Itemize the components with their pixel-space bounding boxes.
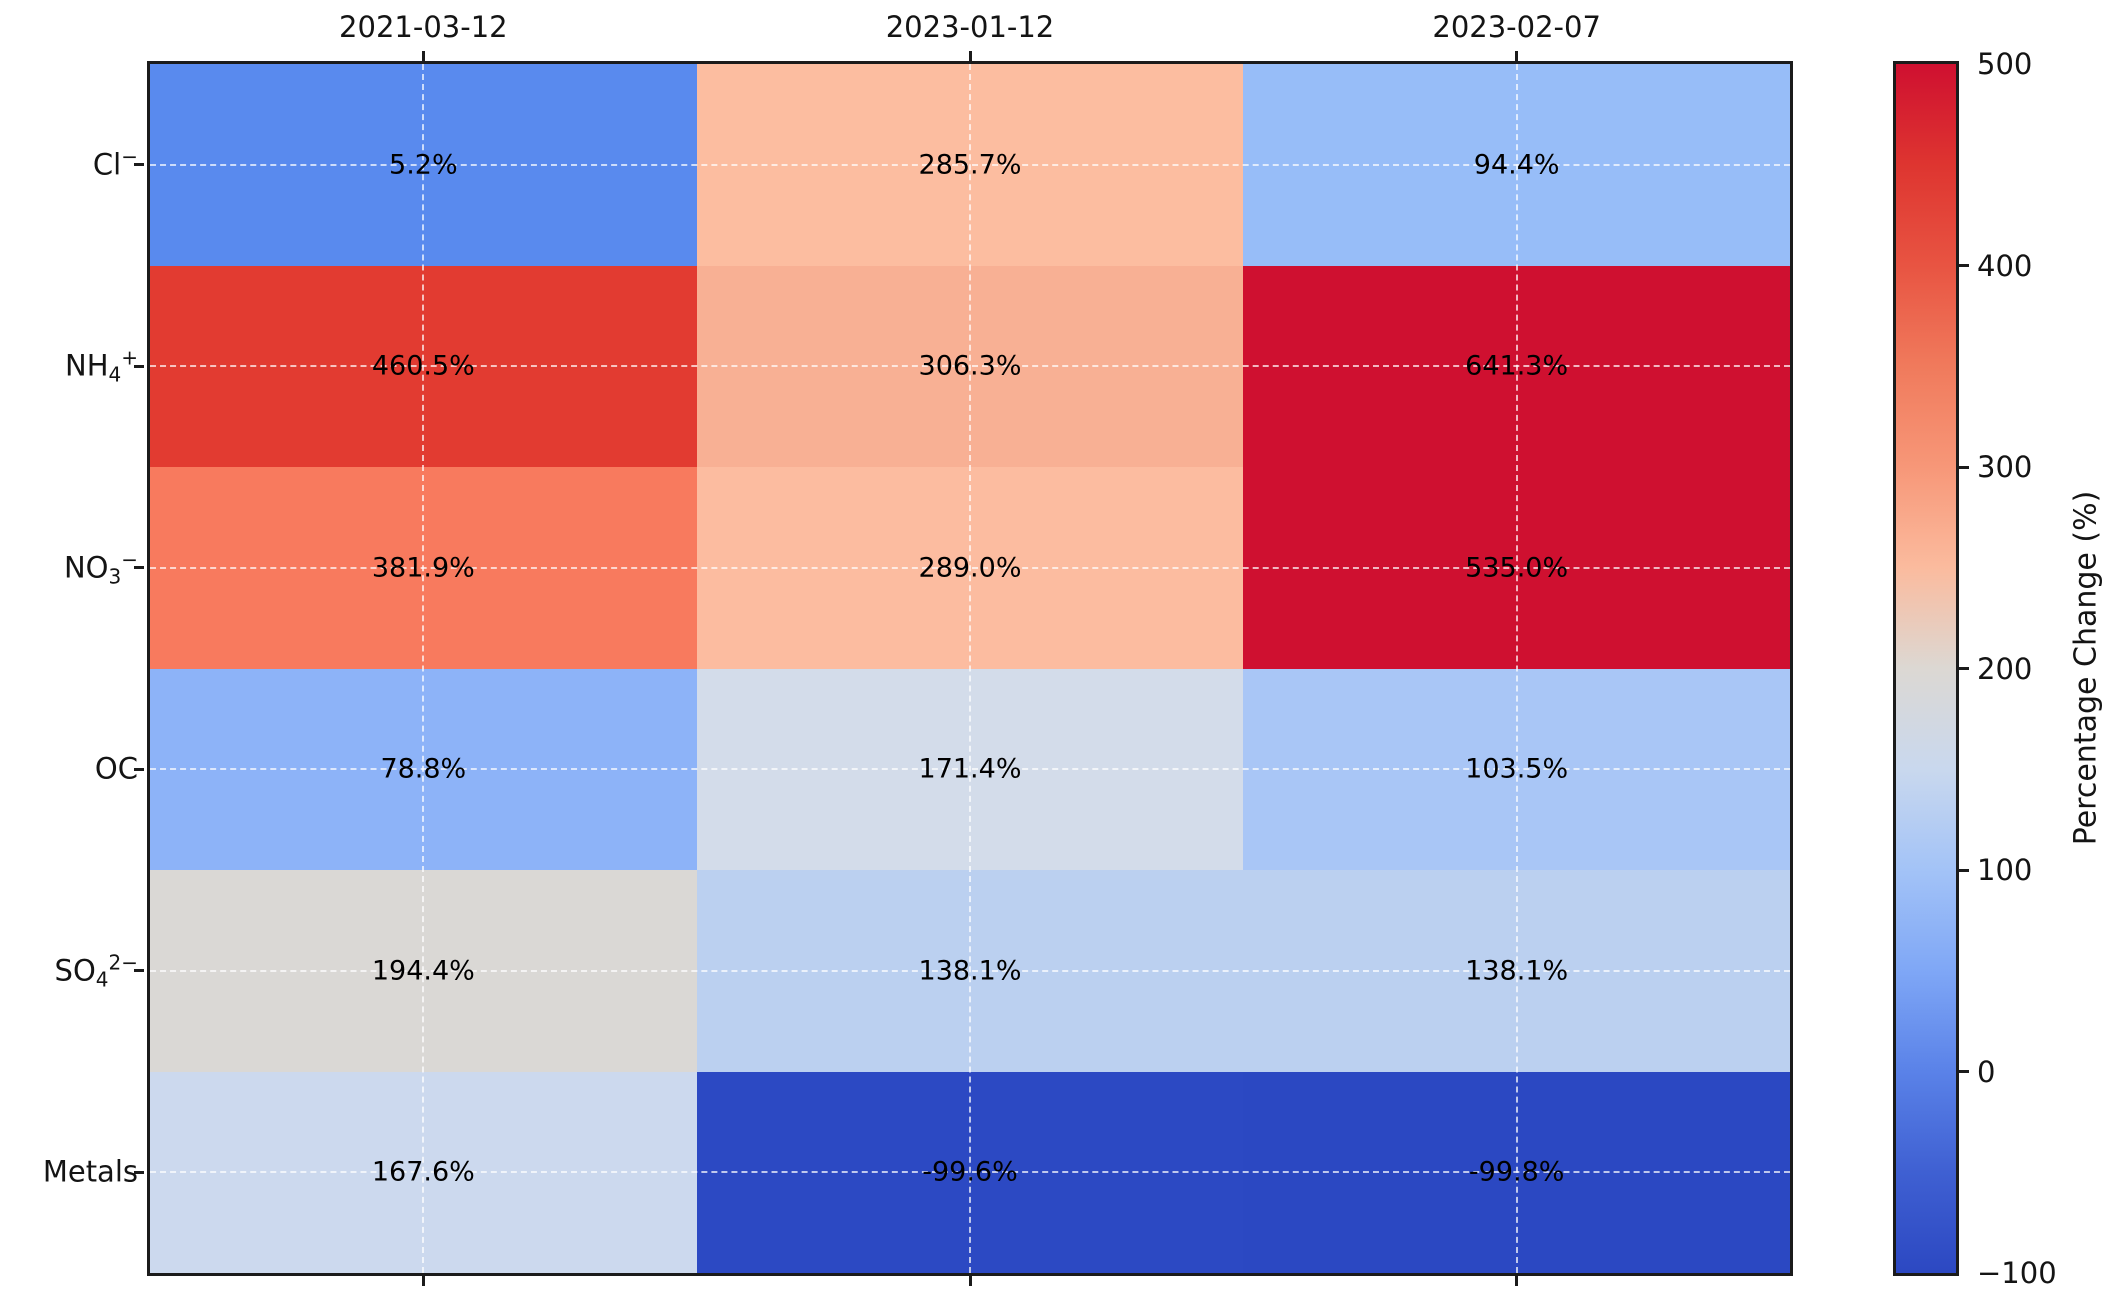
row-label-superscript: + [121, 345, 138, 370]
cell-value-label: -99.8% [1468, 1156, 1565, 1188]
colorbar-tick [1959, 1070, 1969, 1073]
row-label-base: NO [63, 550, 109, 585]
colorbar-tick-label: −100 [1977, 1256, 2057, 1290]
x-tick-bottom [968, 1276, 972, 1286]
colorbar [1893, 61, 1959, 1276]
cell-value-label: 138.1% [918, 955, 1022, 987]
colorbar-tick-label: 200 [1977, 651, 2033, 686]
row-label-subscript: 4 [95, 967, 109, 992]
y-axis-label: Cl− [0, 144, 138, 185]
row-label-superscript: 2− [108, 950, 138, 975]
row-label-base: Metals [42, 1154, 138, 1189]
cell-value-label: 641.3% [1465, 350, 1569, 382]
cell-value-label: 460.5% [371, 350, 475, 382]
row-label-base: OC [94, 751, 138, 786]
colorbar-tick-label: 100 [1977, 853, 2033, 887]
x-tick-top [1515, 51, 1519, 61]
cell-value-label: 306.3% [918, 350, 1022, 382]
y-axis-label: NO3− [0, 547, 138, 588]
y-tick [134, 767, 144, 771]
colorbar-tick [1959, 868, 1969, 872]
x-axis-label: 2023-02-07 [1432, 10, 1601, 44]
colorbar-tick-label: 400 [1977, 248, 2033, 283]
row-label-base: Cl [92, 147, 122, 182]
cell-value-label: 171.4% [918, 753, 1022, 785]
x-tick-bottom [421, 1276, 425, 1286]
x-tick-bottom [1515, 1276, 1519, 1286]
y-axis-label: Metals [0, 1152, 138, 1193]
y-tick [134, 163, 144, 167]
cell-value-label: 194.4% [371, 955, 475, 987]
cell-value-label: 5.2% [389, 149, 458, 181]
cell-value-label: 167.6% [371, 1156, 475, 1188]
y-tick [134, 1170, 144, 1174]
gridline-vertical [969, 64, 971, 1273]
x-axis-label: 2021-03-12 [339, 10, 508, 44]
y-axis-label: SO42− [0, 950, 138, 991]
row-label-base: SO [54, 953, 96, 988]
row-label-superscript: − [121, 547, 138, 572]
cell-value-label: 138.1% [1465, 955, 1569, 987]
row-label-subscript: 3 [108, 564, 122, 589]
cell-value-label: 103.5% [1465, 753, 1569, 785]
gridline-vertical [422, 64, 425, 1273]
colorbar-tick [1959, 465, 1969, 469]
gridline-vertical [1515, 64, 1518, 1273]
y-tick [134, 969, 144, 973]
cell-value-label: 94.4% [1473, 149, 1560, 181]
row-label-base: NH [65, 348, 109, 383]
row-label-superscript: − [121, 144, 138, 169]
y-axis-label: OC [0, 749, 138, 790]
x-tick-top [421, 51, 425, 61]
y-tick [134, 364, 144, 368]
cell-value-label: 381.9% [371, 552, 475, 584]
y-axis-label: NH4+ [0, 346, 138, 387]
row-label-subscript: 4 [108, 362, 122, 387]
colorbar-tick-label: 500 [1977, 47, 2033, 81]
cell-value-label: -99.6% [922, 1156, 1018, 1188]
colorbar-tick-label: 0 [1977, 1054, 1996, 1089]
x-axis-label: 2023-01-12 [885, 10, 1055, 44]
colorbar-tick [1959, 264, 1969, 267]
cell-value-label: 285.7% [918, 149, 1022, 181]
cell-value-label: 78.8% [380, 753, 467, 785]
colorbar-tick-label: 300 [1977, 450, 2033, 484]
heatmap-plot: 5.2% 285.7% 94.4% 460.5% 306.3% 641.3% 381.9% 2… [147, 61, 1793, 1276]
cell-value-label: 535.0% [1465, 552, 1569, 584]
cell-value-label: 289.0% [918, 552, 1022, 584]
colorbar-axis-label: Percentage Change (%) [2068, 490, 2104, 846]
colorbar-tick [1959, 667, 1969, 670]
x-tick-top [968, 51, 972, 61]
y-tick [134, 566, 144, 570]
